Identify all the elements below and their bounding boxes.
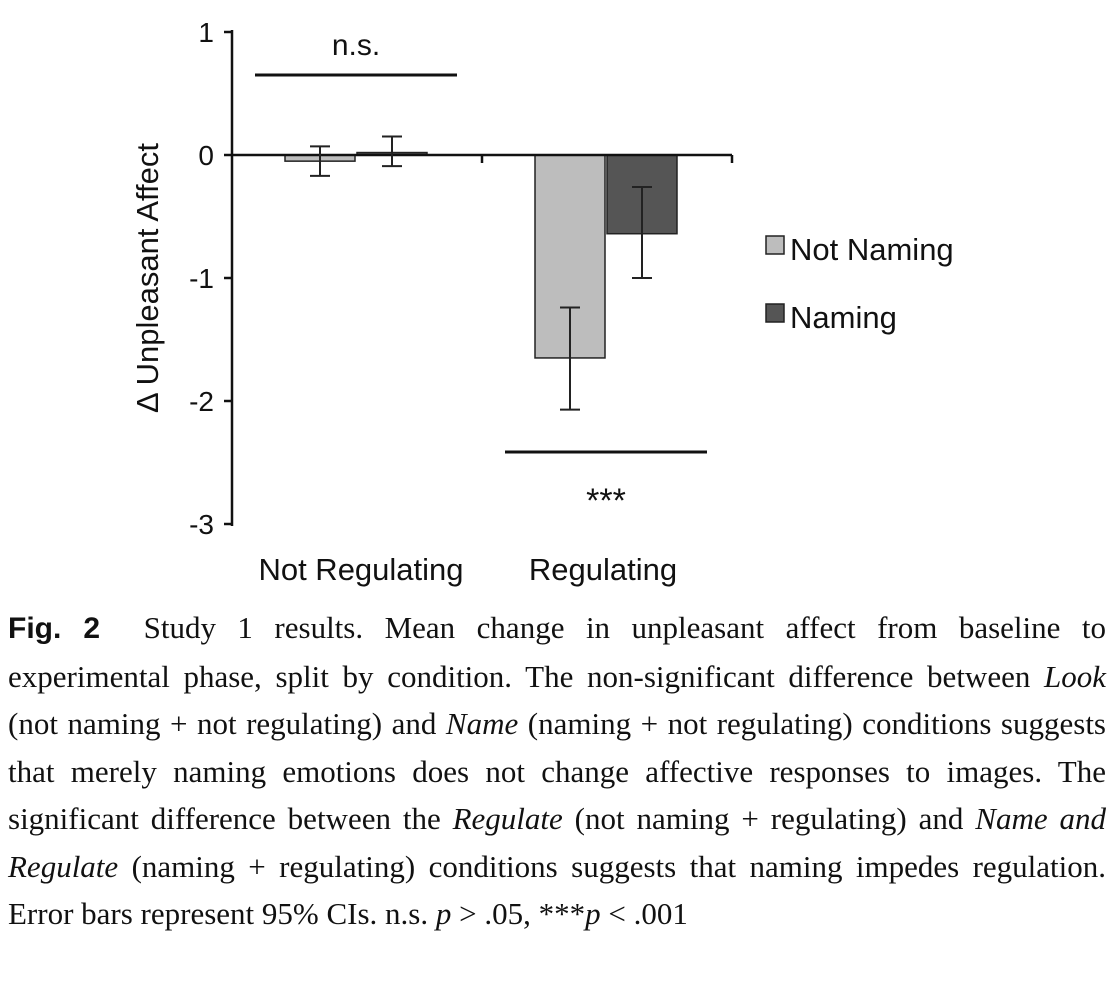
- y-axis-label: Δ Unpleasant Affect: [130, 143, 165, 413]
- caption-condition-name-and-regulate: Name and Regulate: [8, 801, 1106, 884]
- x-axis-categories: Not Regulating Regulating: [258, 552, 677, 587]
- legend-label: Naming: [790, 300, 897, 335]
- caption-text: (not naming + not regulating) and: [8, 706, 446, 741]
- y-axis: 1 0 -1 -2 -3: [189, 17, 234, 540]
- zero-line: [232, 153, 734, 163]
- figure-caption: Fig. 2 Study 1 results. Mean change in u…: [8, 604, 1106, 938]
- legend: Not Naming Naming: [765, 232, 954, 335]
- caption-text: < .001: [600, 896, 688, 931]
- caption-condition-regulate: Regulate: [452, 801, 563, 836]
- legend-label: Not Naming: [790, 232, 954, 267]
- significance-label: n.s.: [332, 29, 380, 62]
- error-bars: [310, 135, 652, 411]
- legend-swatch: [765, 303, 785, 323]
- y-tick-label: 1: [198, 17, 214, 48]
- caption-p-symbol: p: [435, 896, 452, 931]
- significance-annotations: n.s. ***: [255, 29, 707, 520]
- caption-text: > .05, ***: [451, 896, 586, 931]
- caption-condition-name: Name: [445, 706, 519, 741]
- figure-label: Fig. 2: [8, 612, 101, 645]
- x-category-label: Regulating: [529, 552, 677, 587]
- caption-p-symbol: p: [585, 896, 601, 931]
- caption-text: (naming + regulating) conditions suggest…: [8, 848, 1106, 932]
- legend-swatch: [765, 235, 785, 255]
- caption-text: (naming + not regulating) conditions sug…: [8, 706, 1106, 836]
- y-tick-label: -1: [189, 263, 214, 294]
- bars: [284, 151, 678, 359]
- significance-label: ***: [586, 482, 626, 520]
- caption-condition-look: Look: [1044, 658, 1106, 694]
- caption-text: (not naming + regulating) and: [562, 801, 976, 836]
- bar-chart: 1 0 -1 -2 -3 n.s. *** Not Regulating Regulatin…: [130, 17, 954, 587]
- x-category-label: Not Regulating: [258, 552, 463, 587]
- y-tick-label: -2: [189, 386, 214, 417]
- y-tick-label: -3: [189, 509, 214, 540]
- y-tick-label: 0: [198, 140, 214, 171]
- caption-text: Study 1 results. Mean change in unpleasa…: [8, 610, 1107, 694]
